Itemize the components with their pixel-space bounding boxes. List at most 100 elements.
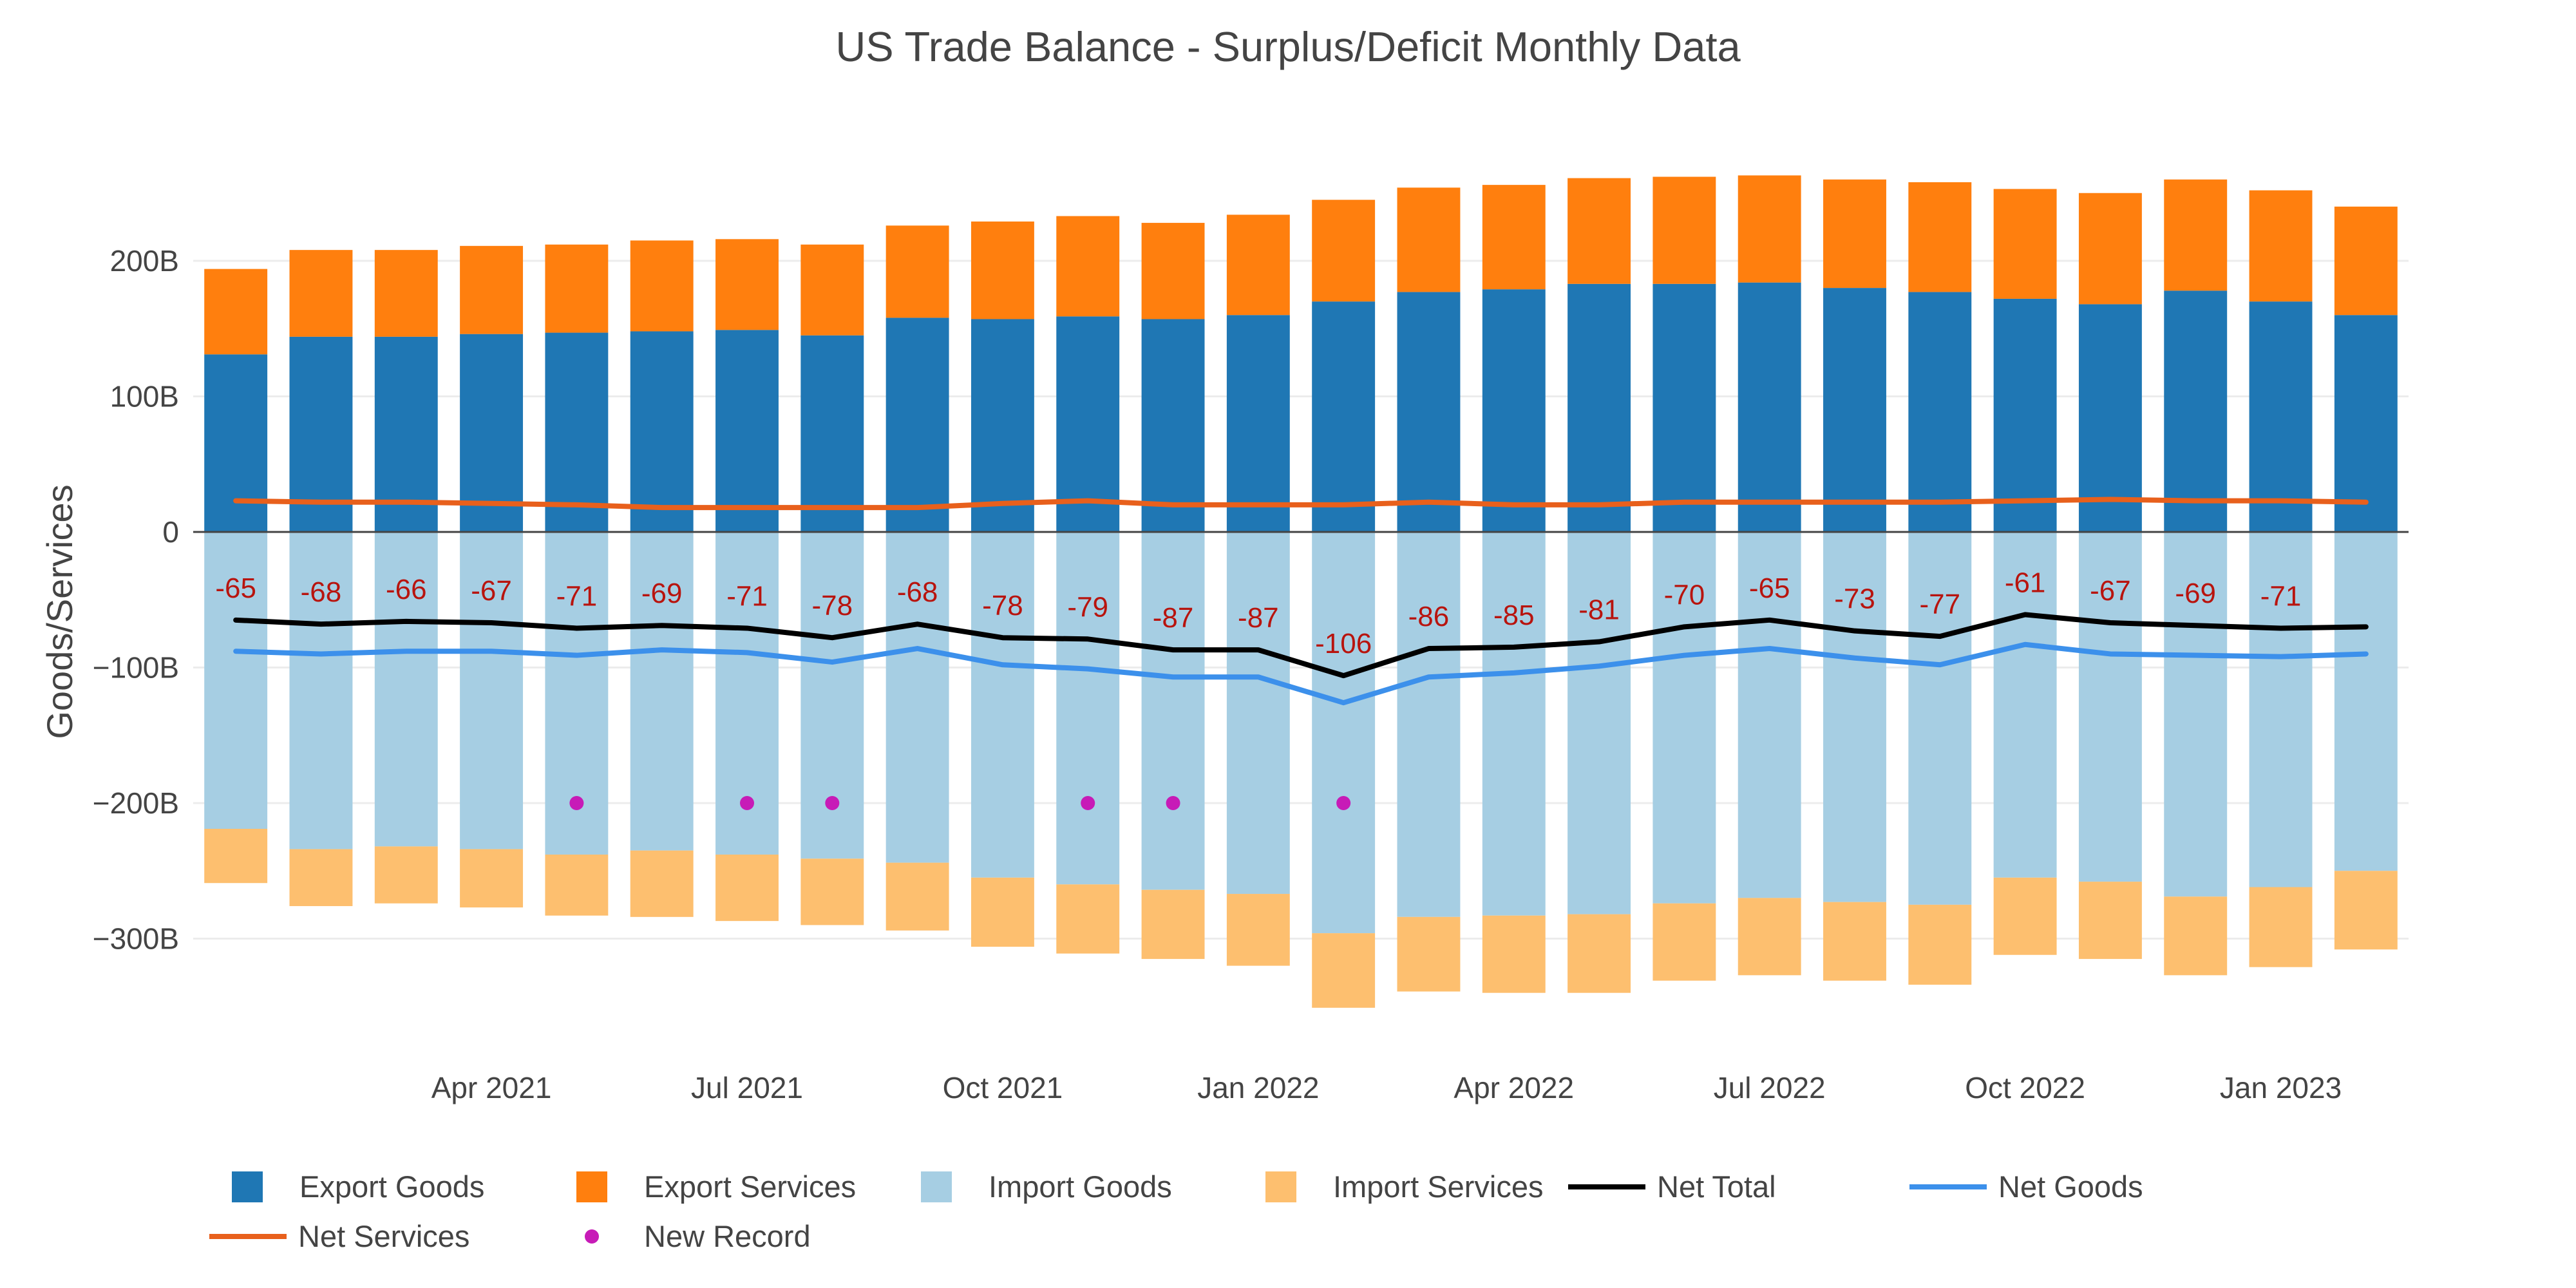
legend-label: Net Services	[298, 1219, 469, 1253]
bar-export-services	[545, 244, 609, 333]
bar-export-goods	[2078, 304, 2142, 532]
bar-import-goods	[1226, 532, 1290, 895]
bar-export-goods	[886, 317, 949, 532]
net-total-label: -70	[1664, 579, 1705, 611]
bar-import-services	[1993, 877, 2057, 955]
bar-import-services	[204, 828, 268, 884]
bar-export-services	[289, 250, 353, 337]
bar-export-goods	[460, 334, 524, 532]
bar-export-services	[1397, 187, 1461, 292]
bar-export-goods	[715, 330, 779, 532]
bar-export-goods	[1653, 283, 1716, 532]
legend-label: New Record	[644, 1219, 811, 1253]
bar-import-services	[1226, 894, 1290, 966]
bar-import-goods	[2334, 532, 2398, 871]
bar-export-goods	[1226, 315, 1290, 532]
bar-import-goods	[2249, 532, 2313, 887]
bar-export-services	[1056, 216, 1120, 317]
net-total-label: -87	[1238, 602, 1279, 634]
bar-export-goods	[1482, 289, 1546, 532]
line-net-total	[233, 612, 2369, 679]
bar-import-services	[374, 846, 438, 904]
legend-item-export-services[interactable]: Export Services	[576, 1170, 856, 1204]
bar-import-goods	[630, 532, 694, 851]
legend-swatch	[921, 1171, 952, 1202]
legend-swatch	[576, 1171, 607, 1202]
bar-export-services	[460, 245, 524, 334]
bar-export-services	[1653, 176, 1716, 284]
net-total-label: -71	[726, 580, 768, 612]
legend-item-new-record[interactable]: New Record	[585, 1219, 811, 1253]
legend-label: Net Total	[1657, 1170, 1776, 1204]
bar-import-services	[2078, 882, 2142, 960]
bar-export-goods	[1908, 292, 1972, 532]
x-tick-label: Jan 2023	[2220, 1071, 2342, 1104]
x-tick-label: Jan 2022	[1197, 1071, 1319, 1104]
legend-item-import-goods[interactable]: Import Goods	[921, 1170, 1172, 1204]
bar-import-services	[1567, 914, 1631, 993]
bar-import-goods	[886, 532, 949, 863]
net-total-label: -87	[1153, 602, 1194, 634]
legend-label: Export Goods	[299, 1170, 484, 1204]
bar-import-services	[2249, 887, 2313, 967]
net-total-label: -79	[1067, 591, 1108, 623]
bar-export-goods	[1056, 316, 1120, 532]
bar-import-goods	[1482, 532, 1546, 916]
line-net-services	[233, 497, 2369, 511]
net-total-label: -73	[1834, 583, 1875, 615]
legend-label: Import Services	[1333, 1170, 1543, 1204]
marker-new-record	[1336, 796, 1351, 810]
lines-layer	[233, 497, 2369, 810]
legend-swatch	[232, 1171, 263, 1202]
bar-import-goods	[460, 532, 524, 849]
net-total-label: -86	[1408, 601, 1450, 632]
bar-export-services	[1141, 223, 1205, 319]
bar-import-services	[2164, 896, 2228, 976]
legend-item-net-services[interactable]: Net Services	[209, 1219, 469, 1253]
y-tick-label: −100B	[93, 651, 179, 685]
bar-export-services	[1738, 175, 1801, 283]
y-tick-label: 100B	[110, 380, 179, 413]
bar-export-services	[374, 250, 438, 337]
bar-import-goods	[1993, 532, 2057, 878]
net-total-label: -69	[2175, 578, 2216, 609]
bar-export-services	[2078, 193, 2142, 305]
net-total-label: -68	[897, 576, 938, 608]
marker-new-record	[825, 796, 840, 810]
net-total-label: -69	[641, 578, 683, 609]
bar-export-services	[2249, 190, 2313, 302]
bar-import-goods	[1823, 532, 1886, 902]
legend-item-export-goods[interactable]: Export Goods	[232, 1170, 484, 1204]
bars-layer	[193, 175, 2409, 1008]
bar-import-services	[1056, 884, 1120, 954]
net-total-label: -61	[2005, 567, 2046, 598]
net-total-label: -78	[982, 590, 1023, 621]
bar-export-services	[1226, 214, 1290, 316]
series-import-services	[204, 828, 2398, 1008]
bar-export-services	[1908, 182, 1972, 292]
legend-item-net-total[interactable]: Net Total	[1568, 1170, 1776, 1204]
bar-import-services	[1482, 915, 1546, 993]
x-tick-label: Jul 2021	[691, 1071, 803, 1104]
marker-new-record	[1166, 796, 1180, 810]
bar-export-goods	[2334, 315, 2398, 532]
bar-export-goods	[1823, 288, 1886, 532]
net-total-label: -67	[2090, 575, 2131, 607]
bar-export-goods	[1312, 301, 1376, 532]
net-total-label: -71	[556, 580, 598, 612]
bar-import-services	[1312, 933, 1376, 1008]
legend-item-import-services[interactable]: Import Services	[1265, 1170, 1543, 1204]
bar-import-services	[630, 850, 694, 917]
net-total-label: -66	[386, 574, 427, 605]
marker-new-record	[740, 796, 754, 810]
legend-swatch	[1265, 1171, 1296, 1202]
bar-export-goods	[971, 319, 1034, 532]
x-tick-label: Oct 2022	[1965, 1071, 2085, 1104]
legend-item-net-goods[interactable]: Net Goods	[1909, 1170, 2143, 1204]
bar-export-services	[1993, 189, 2057, 299]
y-tick-label: −300B	[93, 922, 179, 956]
bar-import-goods	[1312, 532, 1376, 934]
legend-swatch	[585, 1229, 599, 1244]
bar-export-goods	[1738, 282, 1801, 532]
bar-import-goods	[374, 532, 438, 847]
